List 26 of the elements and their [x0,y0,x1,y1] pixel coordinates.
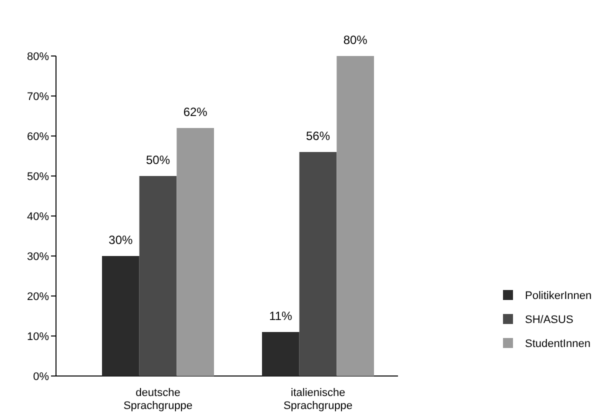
y-tick-label: 10% [26,330,50,343]
legend-label: PolitikerInnen [525,290,592,302]
legend-label: SH/ASUS [525,314,574,326]
bar [139,176,177,376]
y-tick-label: 70% [26,90,50,103]
text: 80% [343,33,368,47]
text: 50% [146,153,170,167]
y-tick-label: 0% [33,370,50,383]
legend-label: StudentInnen [525,338,590,350]
bar [176,128,214,376]
text: 30% [108,233,133,247]
text: 56% [306,129,330,143]
y-tick-label: 20% [26,290,50,303]
x-tick-label: italienische Sprachgruppe [283,387,353,412]
bar [262,332,300,376]
y-tick-label: 50% [26,170,50,183]
y-tick-label: 60% [26,130,50,143]
bar [102,256,140,376]
y-tick-label: 40% [26,210,50,223]
bar [299,152,337,376]
text: 11% [269,309,292,323]
y-tick-label: 30% [26,250,50,263]
text: 62% [183,105,208,119]
y-tick-label: 80% [26,50,50,63]
bar [336,56,374,376]
x-tick-label: deutsche Sprachgruppe [123,387,193,412]
